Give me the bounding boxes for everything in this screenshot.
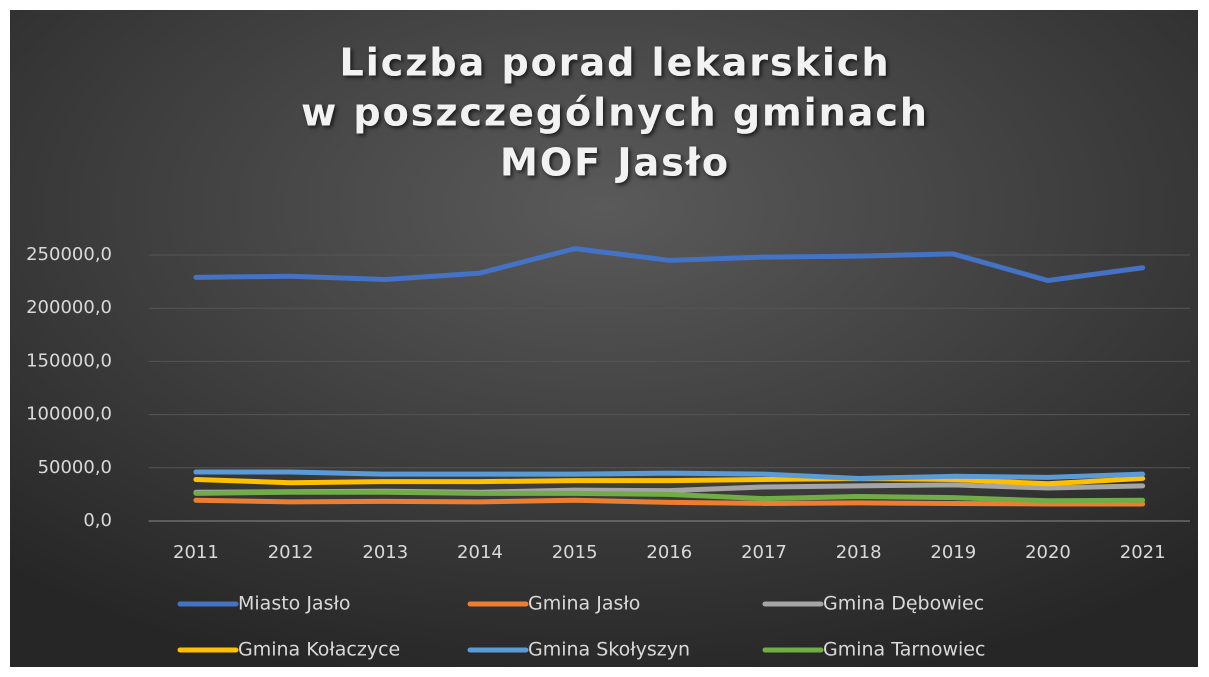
y-tick-label: 200000,0 (26, 297, 112, 318)
y-tick-label: 250000,0 (26, 244, 112, 265)
x-tick-label: 2013 (362, 542, 408, 563)
chart-title: Liczba porad lekarskich (339, 41, 890, 85)
chart-title: MOF Jasło (500, 141, 730, 185)
y-tick-label: 50000,0 (38, 457, 112, 478)
series-line (193, 246, 1146, 284)
chart-background (10, 10, 1198, 667)
x-tick-label: 2015 (552, 542, 598, 563)
x-tick-label: 2020 (1025, 542, 1071, 563)
series-line (193, 489, 1146, 504)
series-line (193, 469, 1146, 481)
chart-title: w poszczególnych gminach (301, 91, 929, 135)
x-tick-label: 2012 (268, 542, 314, 563)
legend-label: Gmina Skołyszyn (528, 639, 690, 661)
legend-label: Miasto Jasło (238, 593, 351, 615)
y-tick-label: 100000,0 (26, 404, 112, 425)
y-tick-label: 150000,0 (26, 350, 112, 371)
series-line (193, 475, 1146, 487)
legend-label: Gmina Kołaczyce (238, 639, 400, 661)
legend-label: Gmina Tarnowiec (823, 639, 985, 661)
x-tick-label: 2016 (646, 542, 692, 563)
series-line (193, 497, 1146, 507)
x-tick-label: 2017 (741, 542, 787, 563)
y-tick-label: 0,0 (83, 510, 112, 531)
x-tick-label: 2011 (173, 542, 219, 563)
legend-label: Gmina Dębowiec (823, 593, 984, 615)
x-tick-label: 2021 (1120, 542, 1166, 563)
legend-label: Gmina Jasło (528, 593, 640, 615)
x-tick-label: 2019 (930, 542, 976, 563)
plot: Liczba porad lekarskich w poszczególnych … (26, 41, 1190, 661)
x-tick-label: 2014 (457, 542, 503, 563)
x-tick-label: 2018 (836, 542, 882, 563)
